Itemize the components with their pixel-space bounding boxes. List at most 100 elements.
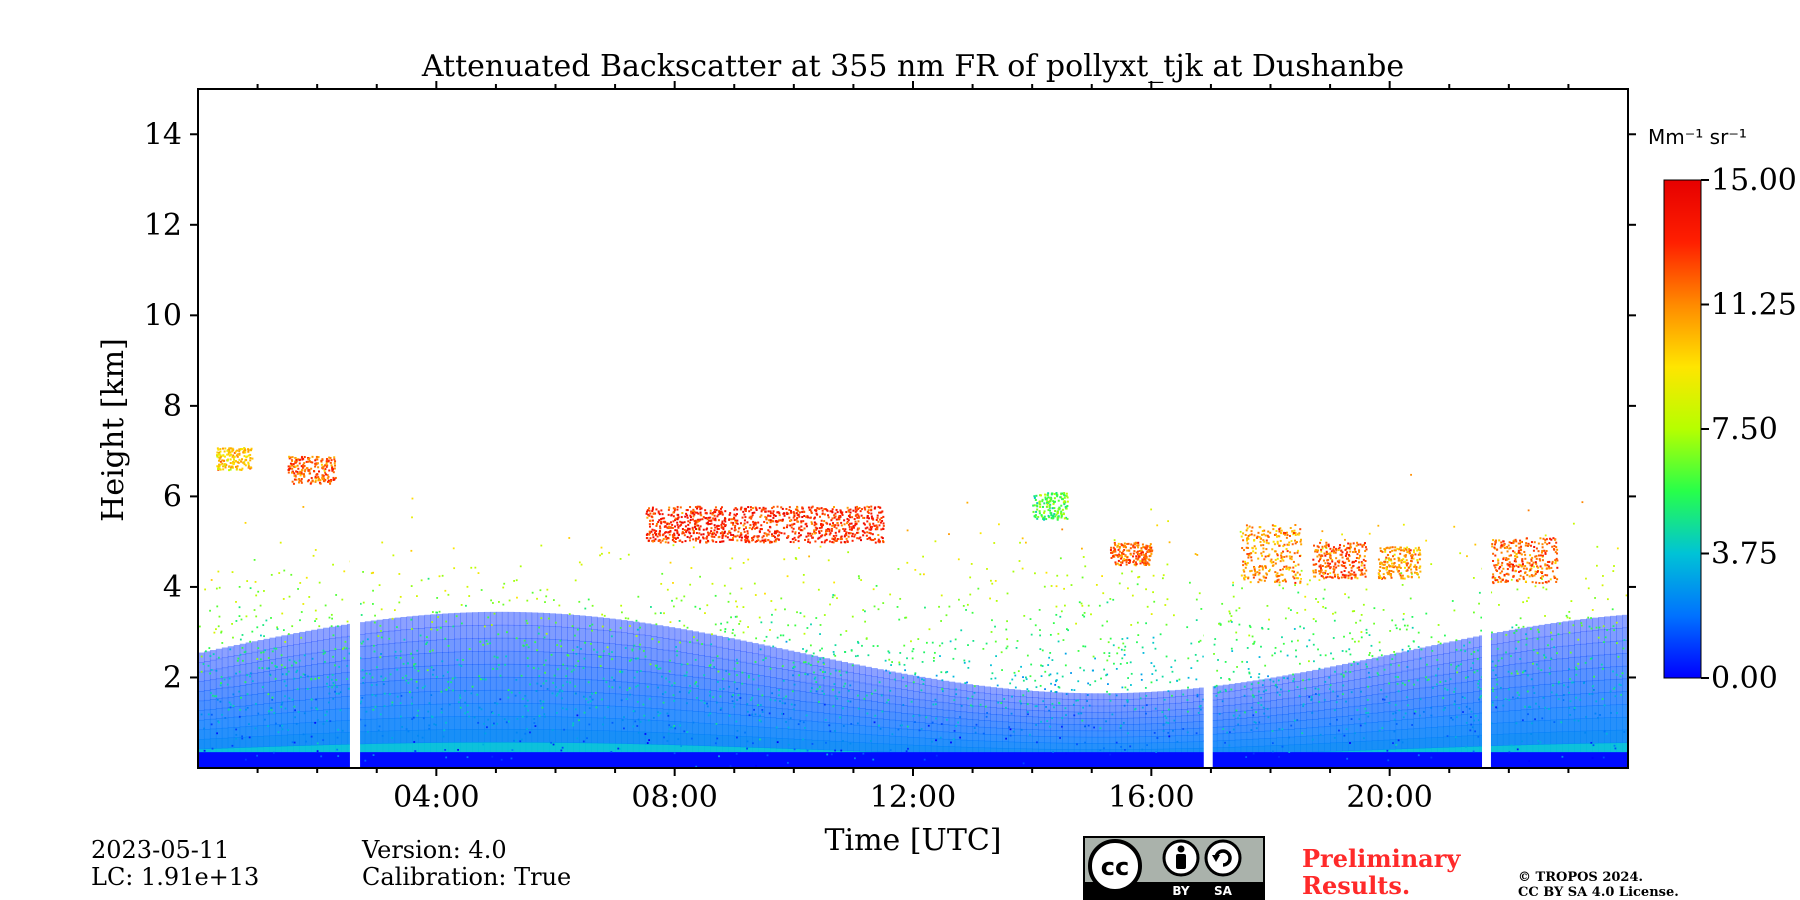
boundary-layer-cell xyxy=(1598,717,1605,731)
boundary-layer-cell xyxy=(215,668,223,680)
speckle-point xyxy=(782,679,785,682)
speckle-point xyxy=(1164,604,1167,606)
boundary-layer-cell xyxy=(1431,686,1438,697)
speckle-point xyxy=(568,613,571,616)
speckle-point xyxy=(669,561,672,564)
speckle-point xyxy=(1276,686,1279,689)
speckle-point xyxy=(732,694,735,696)
boundary-layer-cell xyxy=(1562,694,1569,708)
boundary-layer-cell xyxy=(1610,653,1617,668)
boundary-layer-cell xyxy=(364,657,372,671)
speckle-point xyxy=(572,724,574,727)
boundary-layer-cell xyxy=(1431,675,1438,687)
speckle-point xyxy=(1470,710,1473,713)
speckle-point xyxy=(1145,712,1147,715)
boundary-layer-cell xyxy=(454,716,461,730)
speckle-point xyxy=(1243,694,1246,697)
speckle-point xyxy=(1426,679,1429,682)
boundary-layer-cell xyxy=(1359,714,1367,724)
boundary-layer-cell xyxy=(513,663,521,678)
speckle-point xyxy=(1380,689,1383,691)
boundary-layer-cell xyxy=(263,660,270,672)
speckle-point xyxy=(776,741,779,744)
boundary-layer-cell xyxy=(1294,689,1301,698)
speckle-point xyxy=(460,665,463,667)
speckle-point xyxy=(1329,572,1332,575)
speckle-point xyxy=(582,695,585,698)
boundary-layer-cell xyxy=(722,658,729,671)
boundary-layer-cell xyxy=(1616,640,1623,654)
speckle-point xyxy=(343,646,346,649)
boundary-layer-cell xyxy=(287,723,294,736)
speckle-point xyxy=(1419,657,1422,660)
speckle-point xyxy=(898,663,901,666)
speckle-point xyxy=(1354,732,1356,735)
boundary-layer-cell xyxy=(1508,687,1516,700)
speckle-point xyxy=(609,628,612,631)
speckle-point xyxy=(1381,727,1384,730)
speckle-point xyxy=(373,650,376,653)
speckle-point xyxy=(1297,591,1300,594)
speckle-point xyxy=(729,567,732,570)
boundary-layer-cell xyxy=(948,717,956,726)
boundary-layer-cell xyxy=(615,706,622,719)
boundary-layer-cell xyxy=(358,658,366,672)
speckle-point xyxy=(1080,712,1083,715)
boundary-layer-cell xyxy=(1604,666,1611,681)
boundary-layer-cell xyxy=(1616,729,1623,744)
boundary-layer-cell xyxy=(1568,731,1575,744)
boundary-layer-cell xyxy=(1496,722,1504,735)
boundary-layer-cell xyxy=(1264,715,1271,724)
boundary-layer-cell xyxy=(507,689,515,704)
boundary-layer-cell xyxy=(823,658,831,668)
speckle-point xyxy=(1588,625,1591,628)
speckle-point xyxy=(1569,700,1572,703)
speckle-point xyxy=(755,637,758,640)
boundary-layer-cell xyxy=(960,690,968,699)
boundary-layer-cell xyxy=(758,706,765,717)
boundary-layer-cell xyxy=(1020,748,1027,756)
boundary-layer-cell xyxy=(1073,736,1081,744)
speckle-point xyxy=(974,731,977,734)
boundary-layer-cell xyxy=(209,699,217,710)
boundary-layer-cell xyxy=(1449,694,1456,706)
boundary-layer-cell xyxy=(680,733,688,746)
speckle-point xyxy=(479,678,482,681)
speckle-point xyxy=(577,660,580,663)
speckle-point xyxy=(1034,679,1037,682)
boundary-layer-cell xyxy=(1580,631,1587,645)
boundary-layer-cell xyxy=(1449,641,1456,653)
speckle-point xyxy=(327,685,330,688)
boundary-layer-cell xyxy=(1467,692,1474,704)
speckle-point xyxy=(1061,528,1064,531)
speckle-point xyxy=(1365,628,1368,631)
boundary-layer-cell xyxy=(1496,745,1504,758)
boundary-layer-cell xyxy=(1395,691,1403,702)
boundary-layer-cell xyxy=(239,643,247,655)
boundary-layer-cell xyxy=(1598,654,1605,668)
speckle-point xyxy=(1292,680,1295,682)
boundary-layer-cell xyxy=(311,733,318,746)
boundary-layer-cell xyxy=(823,731,831,742)
boundary-layer-cell xyxy=(1085,743,1093,750)
boundary-layer-cell xyxy=(1336,673,1343,683)
boundary-layer-cell xyxy=(1133,723,1140,731)
boundary-layer-cell xyxy=(966,726,974,734)
boundary-layer-cell xyxy=(841,741,848,751)
boundary-layer-cell xyxy=(1526,709,1534,722)
boundary-layer-cell xyxy=(1359,660,1367,670)
speckle-point xyxy=(1395,723,1398,725)
speckle-point xyxy=(1145,704,1148,707)
boundary-layer-cell xyxy=(698,643,705,656)
speckle-point xyxy=(642,703,645,706)
speckle-point xyxy=(1308,639,1311,642)
boundary-layer-cell xyxy=(996,734,1003,742)
boundary-layer-cell xyxy=(1199,707,1206,715)
boundary-layer-cell xyxy=(1342,733,1349,743)
speckle-point xyxy=(818,685,821,688)
boundary-layer-cell xyxy=(847,741,854,752)
speckle-point xyxy=(1166,563,1169,566)
speckle-point xyxy=(934,703,937,706)
boundary-layer-cell xyxy=(710,712,717,725)
boundary-layer-cell xyxy=(1181,728,1188,736)
